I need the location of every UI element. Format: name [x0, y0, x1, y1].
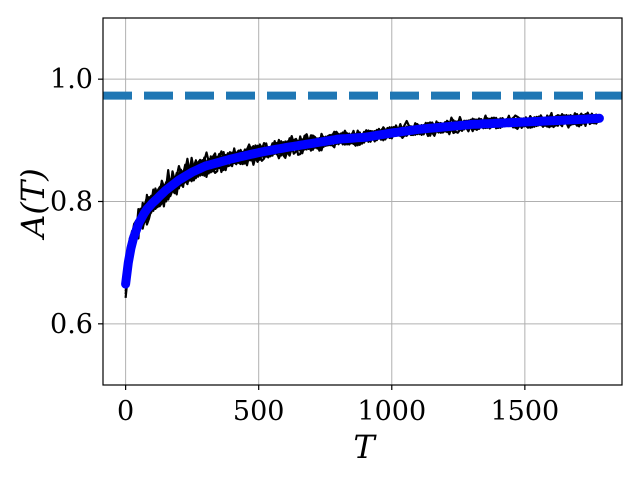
x-tick-label: 1000 — [357, 396, 426, 427]
y-axis-ticks: 0.6 0.8 1.0 — [50, 64, 103, 340]
x-tick-label: 500 — [233, 396, 285, 427]
grid — [103, 18, 622, 385]
y-tick-label: 0.8 — [50, 187, 93, 218]
y-tick-label: 0.6 — [50, 309, 93, 340]
mean-line — [121, 113, 604, 289]
x-tick-label: 0 — [117, 396, 134, 427]
y-tick-label: 1.0 — [50, 64, 93, 95]
x-axis-ticks: 0 500 1000 1500 — [117, 385, 559, 427]
x-axis-label: T — [353, 428, 377, 466]
y-axis-label: A(T) — [14, 168, 52, 240]
x-tick-label: 1500 — [490, 396, 559, 427]
mean-series — [121, 113, 604, 289]
